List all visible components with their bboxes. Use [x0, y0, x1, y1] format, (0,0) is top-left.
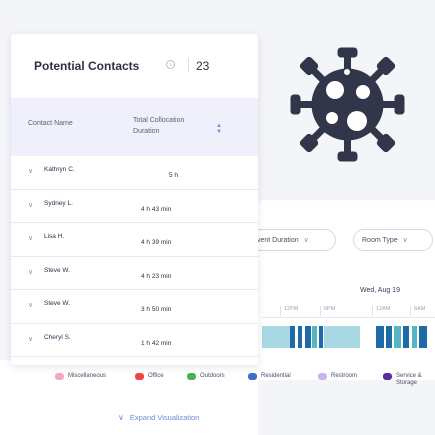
room-type-legend: Miscellaneous Office Outdoors Residentia…: [50, 373, 435, 395]
virus-icon: [290, 47, 405, 162]
legend-label: Restroom: [331, 373, 358, 379]
chevron-down-icon: ∨: [118, 413, 124, 422]
event-duration-filter[interactable]: vent Duration ∨: [248, 229, 336, 251]
chevron-down-icon[interactable]: ∨: [28, 201, 34, 209]
timeline-bar[interactable]: [262, 326, 290, 348]
timeline-bar[interactable]: [290, 326, 295, 348]
contact-name: Lisa H.: [44, 233, 65, 240]
legend-item: Outdoors: [187, 373, 225, 380]
card-header: Potential Contacts i 23: [11, 34, 258, 98]
contact-name: Kathryn C.: [44, 166, 75, 173]
contact-count: 23: [196, 59, 210, 73]
divider: [188, 58, 189, 72]
legend-item: Restroom: [318, 373, 357, 380]
table-row[interactable]: ∨ Cheryl S. 1 h 42 min: [11, 324, 258, 357]
legend-item: Office: [135, 373, 164, 380]
legend-item: Service & Storage: [383, 373, 422, 387]
info-icon[interactable]: i: [166, 60, 175, 69]
timeline-bar[interactable]: [403, 326, 409, 348]
timeline-bar[interactable]: [419, 326, 427, 348]
legend-swatch: [187, 373, 196, 380]
legend-label: Miscellaneous: [68, 373, 107, 379]
contact-duration: 5 h: [169, 172, 179, 179]
timeline-tick: 6AM: [410, 306, 425, 316]
chevron-down-icon: ∨: [303, 237, 309, 244]
chevron-down-icon[interactable]: ∨: [28, 168, 34, 175]
legend-label: Service & Storage: [396, 373, 422, 386]
contact-duration: 1 h 42 min: [141, 339, 172, 347]
contact-duration: 4 h 43 min: [141, 205, 172, 213]
legend-item: Residential: [248, 373, 291, 380]
chevron-down-icon[interactable]: ∨: [28, 235, 34, 242]
column-header-name[interactable]: Contact Name: [28, 120, 73, 127]
legend-panel: [0, 360, 258, 435]
table-row[interactable]: ∨ Steve W. 3 h 50 min: [11, 290, 258, 324]
timeline-tick: 12AM: [372, 306, 390, 316]
expand-visualization-label: Expand Visualization: [129, 413, 200, 422]
timeline-bar[interactable]: [319, 326, 323, 348]
timeline-axis: 12PM 6PM 12AM 6AM: [262, 306, 435, 318]
column-header-duration[interactable]: Total Collocation Duration: [133, 117, 185, 135]
timeline-bar[interactable]: [386, 326, 392, 348]
timeline-tick: 6PM: [320, 306, 335, 316]
legend-swatch: [135, 373, 144, 380]
sort-icon[interactable]: ▲ ▼: [216, 123, 222, 135]
contact-name: Cheryl S.: [44, 333, 71, 341]
room-type-filter[interactable]: Room Type ∨: [353, 229, 433, 251]
timeline-bar[interactable]: [376, 326, 384, 348]
timeline-bar[interactable]: [305, 326, 311, 348]
contact-duration: 4 h 23 min: [141, 272, 172, 280]
contact-name: Steve W.: [44, 300, 71, 307]
legend-label: Residential: [261, 373, 291, 379]
potential-contacts-card: Potential Contacts i 23 Contact Name Tot…: [11, 34, 258, 365]
card-title: Potential Contacts: [34, 59, 140, 73]
table-row[interactable]: ∨ Steve W. 4 h 23 min: [11, 257, 258, 290]
contacts-table-body: ∨ Kathryn C. 5 h ∨ Sydney L. 4 h 43 min …: [11, 156, 258, 357]
timeline-bar[interactable]: [312, 326, 317, 348]
table-row[interactable]: ∨ Kathryn C. 5 h: [11, 156, 258, 190]
chevron-down-icon[interactable]: ∨: [28, 335, 34, 343]
contact-duration: 4 h 39 min: [141, 239, 172, 246]
timeline-bar[interactable]: [298, 326, 302, 348]
legend-swatch: [248, 373, 257, 380]
timeline-date: Wed, Aug 19: [360, 287, 400, 294]
contact-duration: 3 h 50 min: [141, 306, 172, 313]
table-header: Contact Name Total Collocation Duration ▲…: [11, 98, 258, 156]
timeline-bar[interactable]: [412, 326, 417, 348]
timeline-panel: [258, 200, 435, 380]
page-background: [0, 0, 10, 360]
legend-label: Office: [148, 373, 164, 379]
table-row[interactable]: ∨ Lisa H. 4 h 39 min: [11, 223, 258, 257]
contact-name: Steve W.: [44, 266, 71, 274]
legend-item: Miscellaneous: [55, 373, 106, 380]
timeline-bar[interactable]: [394, 326, 401, 348]
expand-visualization-button[interactable]: ∨ Expand Visualization: [118, 413, 199, 422]
timeline-bars: [262, 326, 435, 348]
chevron-down-icon: ∨: [402, 237, 408, 244]
room-type-label: Room Type: [362, 236, 398, 244]
event-duration-label: vent Duration: [257, 236, 299, 244]
legend-label: Outdoors: [200, 373, 225, 379]
legend-swatch: [383, 373, 392, 380]
contact-name: Sydney L.: [44, 199, 73, 207]
timeline-tick: 12PM: [280, 306, 298, 316]
legend-swatch: [318, 373, 327, 380]
timeline-bar[interactable]: [324, 326, 360, 348]
chevron-down-icon[interactable]: ∨: [28, 268, 34, 276]
chevron-down-icon[interactable]: ∨: [28, 302, 34, 309]
legend-swatch: [55, 373, 64, 380]
table-row[interactable]: ∨ Sydney L. 4 h 43 min: [11, 190, 258, 223]
